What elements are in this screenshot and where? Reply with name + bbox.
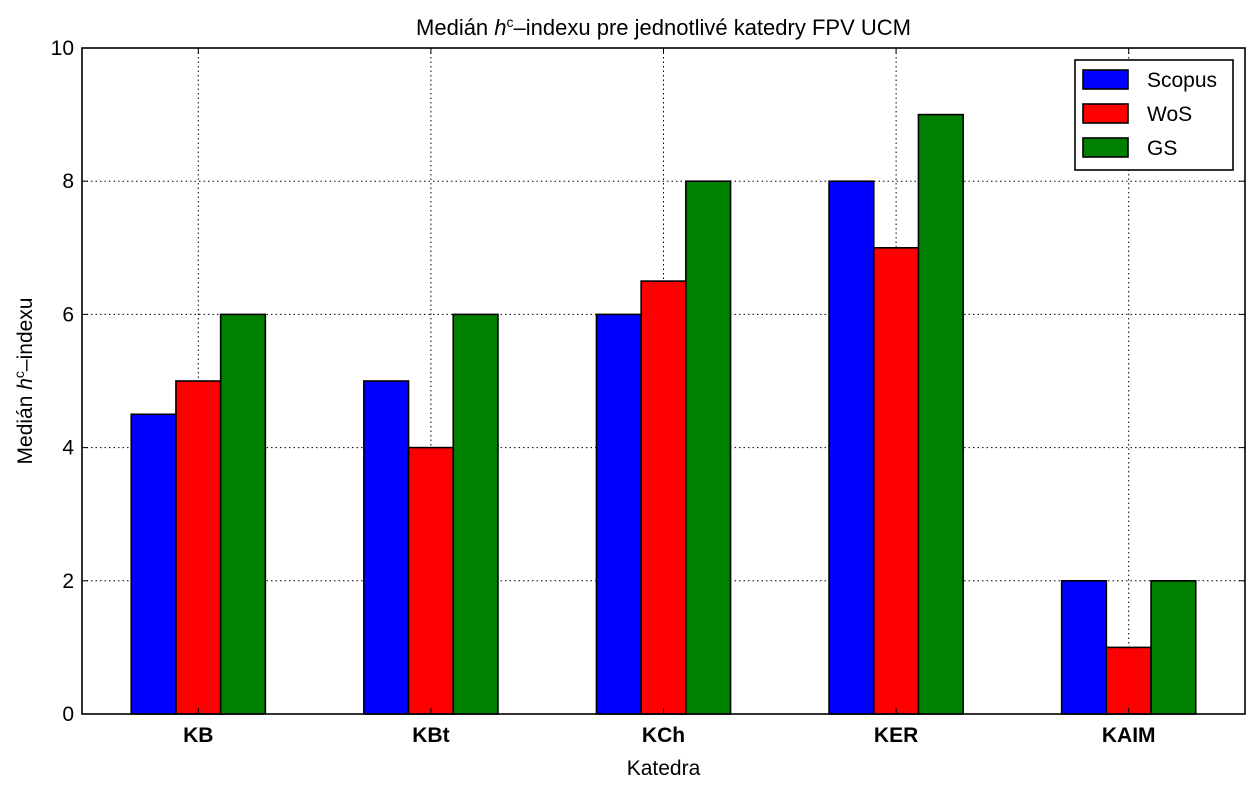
y-axis-label-prefix: Medián [14, 390, 37, 465]
bar-wos-kb [175, 380, 222, 715]
chart-title-suffix: –indexu pre jednotlivé katedry FPV UCM [514, 15, 911, 40]
y-axis-label-suffix: –indexu [14, 298, 37, 372]
x-axis-label: Katedra [627, 757, 701, 780]
bar-gs-kaim [1150, 579, 1197, 715]
y-axis-label: Medián hc–indexu [11, 298, 37, 465]
bar-scopus-ker [828, 180, 875, 715]
y-tick-label: 0 [62, 703, 74, 726]
bar-gs-kch [685, 180, 732, 715]
bar-wos-ker [872, 247, 920, 715]
bar-gs-kbt [452, 313, 499, 715]
y-tick-label: 10 [51, 37, 74, 60]
axis-ticks: 0 2 4 6 8 10 KB KBt KCh KER KAIM [51, 37, 1245, 747]
x-tick-label: KB [183, 724, 213, 747]
bar-wos-kaim [1105, 646, 1152, 715]
chart-title-prefix: Medián [416, 15, 494, 40]
legend-swatch-gs [1082, 137, 1129, 158]
y-axis-label-h: h [14, 378, 37, 390]
x-tick-label: KBt [412, 724, 449, 747]
chart-title-superscript: c [507, 14, 514, 30]
y-tick-label: 8 [62, 170, 74, 193]
chart-title-h: h [494, 15, 506, 40]
series-wos [175, 247, 1152, 715]
chart-title: Medián hc–indexu pre jednotlivé katedry … [416, 14, 911, 40]
bar-gs-kb [219, 313, 267, 715]
bar-wos-kch [640, 280, 687, 715]
series-gs [219, 113, 1197, 715]
bar-scopus-kaim [1060, 579, 1108, 715]
legend-label-wos: WoS [1147, 103, 1192, 126]
legend-label-scopus: Scopus [1147, 69, 1217, 92]
legend-label-gs: GS [1147, 137, 1177, 160]
y-axis-label-superscript: c [11, 371, 27, 378]
legend-swatch-wos [1082, 103, 1129, 124]
series-scopus [130, 180, 1108, 715]
bar-gs-ker [917, 113, 964, 715]
x-tick-label: KCh [642, 724, 685, 747]
legend: Scopus WoS GS [1074, 59, 1234, 171]
x-tick-label: KAIM [1102, 724, 1156, 747]
y-tick-label: 4 [62, 437, 74, 460]
bar-scopus-kb [130, 413, 177, 715]
bar-scopus-kbt [363, 380, 410, 715]
legend-swatch-scopus [1082, 69, 1129, 90]
y-tick-label: 6 [62, 303, 74, 326]
bar-wos-kbt [407, 446, 455, 715]
bars [130, 113, 1197, 715]
bar-scopus-kch [595, 313, 642, 715]
y-tick-label: 2 [62, 570, 74, 593]
x-tick-label: KER [874, 724, 918, 747]
